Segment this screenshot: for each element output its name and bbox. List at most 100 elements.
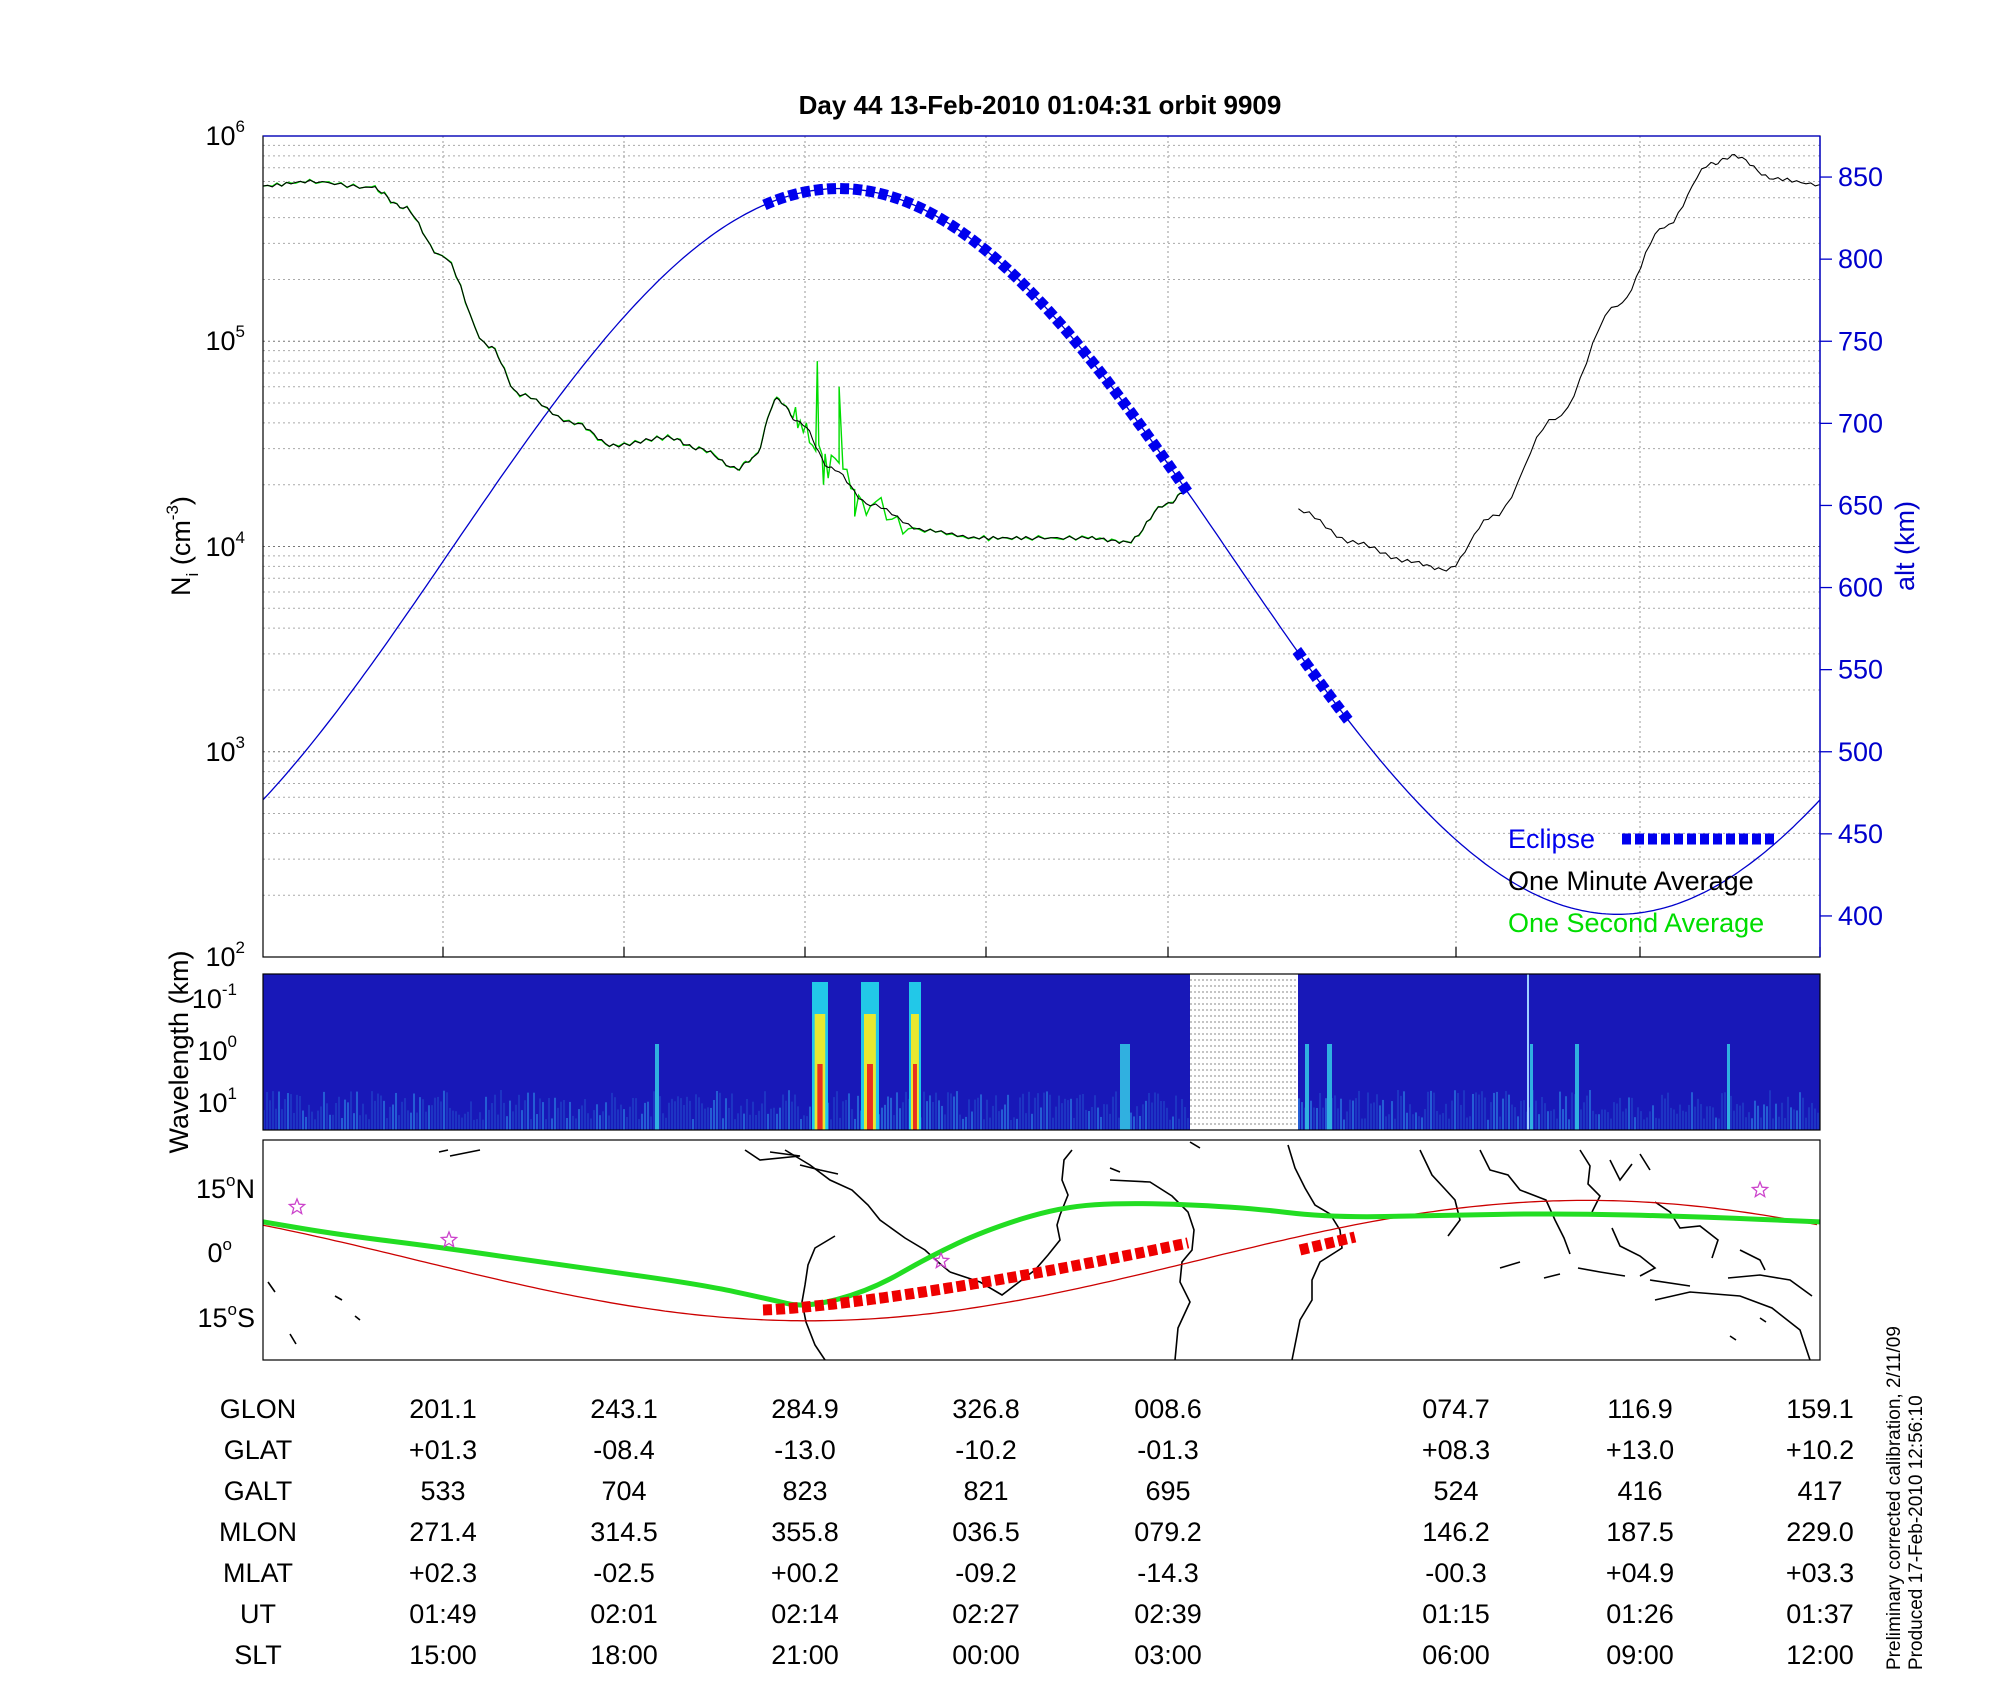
spectrogram-column	[1547, 1111, 1549, 1130]
spectrogram-column	[1667, 1092, 1669, 1130]
spectrogram-column	[296, 1094, 298, 1130]
table-row-label: MLON	[219, 1517, 297, 1547]
track-star-marker	[439, 1230, 459, 1248]
spectrogram-column	[1397, 1090, 1399, 1130]
spectrogram-column	[1148, 1092, 1150, 1130]
spectrogram-column	[632, 1097, 634, 1130]
spectrogram-column	[1571, 1092, 1573, 1130]
spectrogram-column	[560, 1101, 562, 1130]
spectrogram-column	[1784, 1118, 1786, 1130]
spectrogram-column	[1616, 1103, 1618, 1130]
spectrogram-column	[1097, 1107, 1099, 1130]
spectrogram-column	[1163, 1101, 1165, 1130]
table-cell: 271.4	[409, 1517, 477, 1547]
spectrogram-column	[344, 1099, 346, 1130]
spectrogram-column	[413, 1093, 415, 1130]
spectrogram-column	[1409, 1104, 1411, 1130]
spectrogram-column	[329, 1114, 331, 1130]
spectrogram-column	[1361, 1118, 1363, 1130]
table-cell: 823	[782, 1476, 827, 1506]
spectrogram-column	[671, 1098, 673, 1130]
spectrogram-column	[347, 1102, 349, 1130]
spectrogram-column	[569, 1101, 571, 1130]
spectrogram-column	[662, 1113, 664, 1130]
calibration-note: Preliminary corrected calibration, 2/11/…	[1884, 1326, 1905, 1670]
spectrogram-column	[1358, 1090, 1360, 1130]
right-y-tick-label: 450	[1838, 819, 1883, 849]
table-row-label: UT	[240, 1599, 276, 1629]
spectrogram-column	[326, 1103, 328, 1130]
magnetic-equator-line	[263, 1199, 1818, 1322]
spectrogram-column	[1154, 1092, 1156, 1130]
spectrogram-column	[707, 1107, 709, 1130]
map-y-tick-15N: 15oN	[196, 1171, 255, 1204]
spectrogram-column	[620, 1104, 622, 1130]
spectrogram-column	[1454, 1090, 1456, 1130]
table-cell: 21:00	[771, 1640, 839, 1670]
spectrogram-column	[971, 1111, 973, 1130]
spectrogram-column	[284, 1099, 286, 1130]
spectrogram-column	[1679, 1104, 1681, 1130]
spectrogram-column	[1541, 1096, 1543, 1130]
spectrogram-column	[887, 1096, 889, 1130]
spectrogram-column	[1658, 1118, 1660, 1130]
spectrogram-column	[1310, 1100, 1312, 1130]
spectrogram-column	[950, 1093, 952, 1130]
spectrogram-column	[1187, 1118, 1189, 1130]
spectrogram-column	[1118, 1117, 1120, 1130]
spectrogram-column	[1580, 1109, 1582, 1130]
table-cell: 01:37	[1786, 1599, 1854, 1629]
spectrogram-column	[299, 1095, 301, 1130]
spectrogram-column	[884, 1104, 886, 1130]
spectrogram-column	[746, 1098, 748, 1130]
spectrogram-column	[1382, 1099, 1384, 1130]
spectrogram-column	[1106, 1104, 1108, 1130]
table-row-label: SLT	[234, 1640, 282, 1670]
spectrogram-column	[1670, 1107, 1672, 1130]
spectrogram-column	[1472, 1093, 1474, 1130]
spectrogram-column	[434, 1097, 436, 1130]
spectrogram-column	[665, 1117, 667, 1130]
spectrogram-column	[1091, 1106, 1093, 1130]
spectrogram-column	[767, 1113, 769, 1130]
spectrogram-column	[461, 1117, 463, 1130]
spectrogram-column	[452, 1110, 454, 1130]
spectrogram-column	[1538, 1114, 1540, 1130]
spectrogram-gap-grid	[1190, 979, 1298, 1125]
spectrogram-column	[476, 1119, 478, 1130]
spectrogram-column	[281, 1109, 283, 1130]
spectrogram-column	[986, 1099, 988, 1130]
svg-text:105: 105	[205, 322, 245, 356]
spectrogram-column	[1142, 1104, 1144, 1130]
spectrogram-column	[566, 1117, 568, 1130]
spectrogram-column	[1319, 1092, 1321, 1130]
spectrogram-column	[782, 1094, 784, 1130]
spectrogram-column	[1724, 1092, 1726, 1130]
spectrogram-column	[1739, 1105, 1741, 1130]
spectrogram-column	[1064, 1098, 1066, 1130]
map-y-tick-15S: 15oS	[197, 1300, 255, 1333]
svg-text:15oS: 15oS	[197, 1300, 255, 1333]
spectrogram-column	[1757, 1105, 1759, 1130]
spectrogram-column	[788, 1090, 790, 1130]
spectrogram-column	[1682, 1110, 1684, 1130]
spectrogram-column	[968, 1099, 970, 1130]
table-cell: +00.2	[771, 1558, 839, 1588]
spectrogram-column	[1691, 1092, 1693, 1130]
spectrogram-column	[677, 1096, 679, 1130]
spectrogram-column	[1022, 1093, 1024, 1130]
spectrogram-column	[1487, 1119, 1489, 1130]
spectrogram-column	[1733, 1110, 1735, 1130]
spectrogram-panel: 10-1 100 101 Wavelength (km)	[164, 950, 1821, 1154]
right-y-tick-label: 850	[1838, 162, 1883, 192]
spectrogram-column	[1139, 1115, 1141, 1130]
table-cell: 416	[1617, 1476, 1662, 1506]
spectrogram-column	[359, 1115, 361, 1130]
spectrogram-column	[1412, 1114, 1414, 1130]
spectrogram-column	[935, 1092, 937, 1130]
spectrogram-column	[1130, 1112, 1132, 1130]
spectrogram-column	[1625, 1108, 1627, 1130]
spectrogram-column	[1610, 1118, 1612, 1130]
spectrogram-column	[527, 1092, 529, 1130]
spectrogram-column	[386, 1118, 388, 1130]
